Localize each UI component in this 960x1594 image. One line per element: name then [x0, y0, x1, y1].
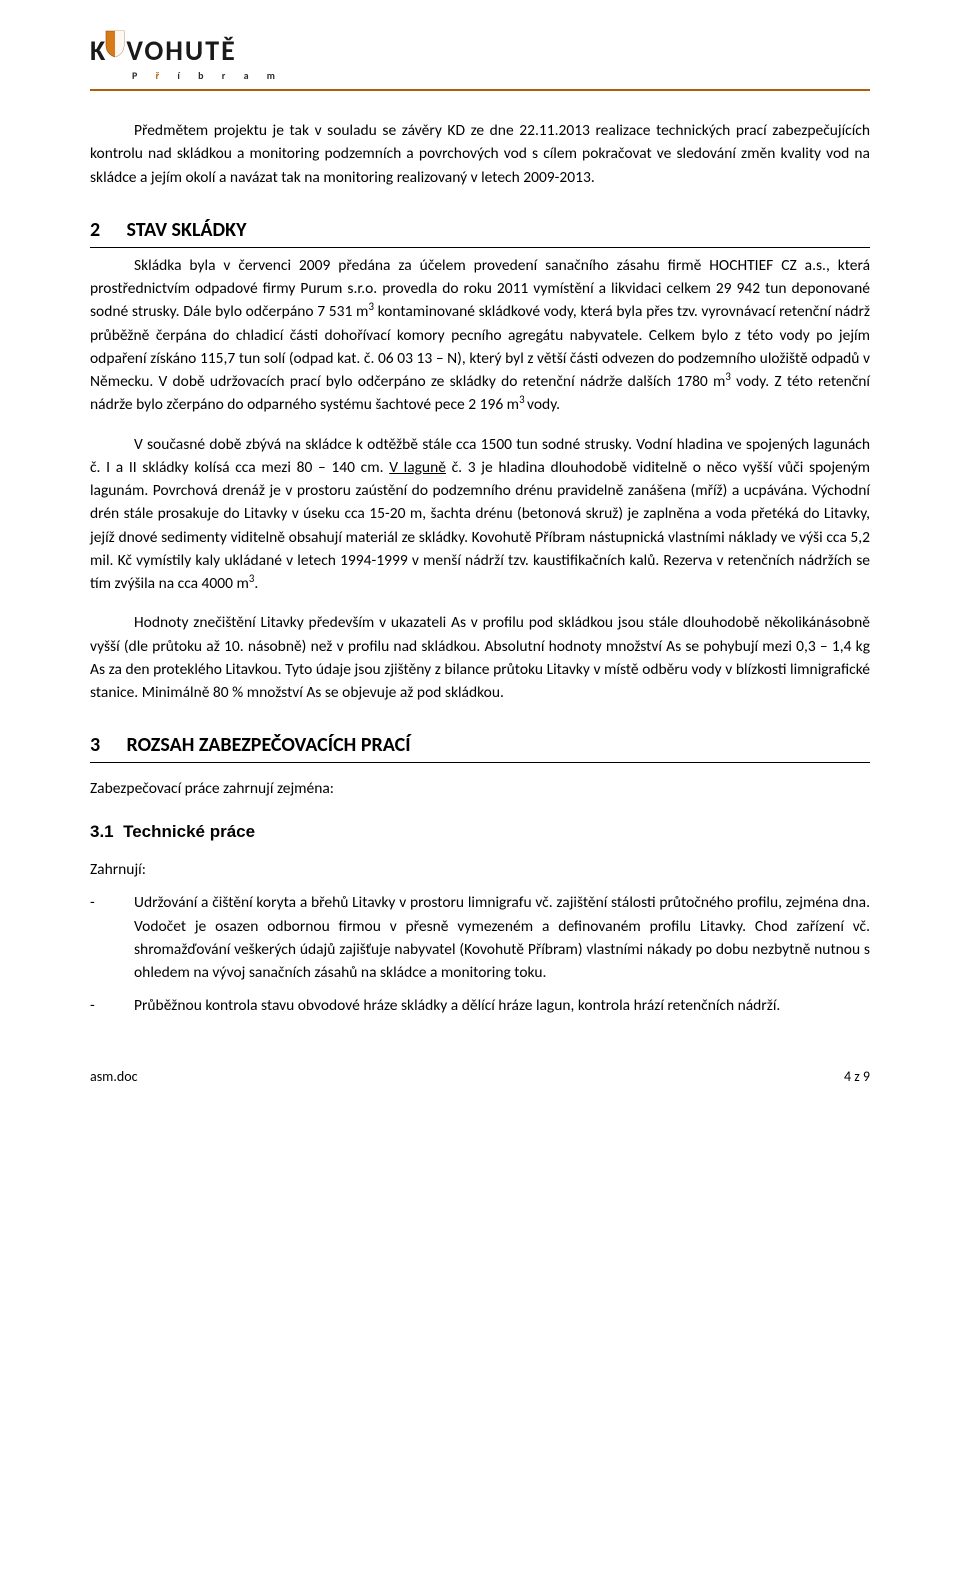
subsection-intro: Zahrnují: [90, 858, 870, 881]
paragraph-stav-3: Hodnoty znečištění Litavky především v u… [90, 611, 870, 704]
paragraph-stav-1: Skládka byla v červenci 2009 předána za … [90, 254, 870, 417]
page-footer: asm.doc 4 z 9 [90, 1066, 870, 1087]
list-item-text: Průběžnou kontrola stavu obvodové hráze … [134, 994, 870, 1017]
section-3-intro: Zabezpečovací práce zahrnují zejména: [90, 777, 870, 800]
logo-header: K VOHUTĚ P ř í b r a m [90, 30, 870, 91]
subsection-heading-3-1: 3.1 Technické práce [90, 819, 870, 845]
paragraph-intro: Předmětem projektu je tak v souladu se z… [90, 119, 870, 189]
paragraph-stav-2: V současné době zbývá na skládce k odtěž… [90, 433, 870, 596]
logo-letter-k: K [90, 30, 104, 72]
list-item: - Průběžnou kontrola stavu obvodové hráz… [90, 994, 870, 1017]
list-item: - Udržování a čištění koryta a břehů Lit… [90, 891, 870, 984]
list-item-text: Udržování a čištění koryta a břehů Litav… [134, 891, 870, 984]
logo-rest: VOHUTĚ [126, 30, 236, 72]
logo-subtitle: P ř í b r a m [90, 68, 870, 83]
footer-page-number: 4 z 9 [844, 1066, 870, 1087]
bullet-dash: - [90, 994, 134, 1017]
logo: K VOHUTĚ [90, 30, 870, 72]
shield-icon [104, 30, 126, 58]
footer-filename: asm.doc [90, 1066, 138, 1087]
section-heading-3: 3 ROZSAH ZABEZPEČOVACÍCH PRACÍ [90, 730, 870, 763]
bullet-dash: - [90, 891, 134, 984]
section-heading-2: 2 STAV SKLÁDKY [90, 215, 870, 248]
